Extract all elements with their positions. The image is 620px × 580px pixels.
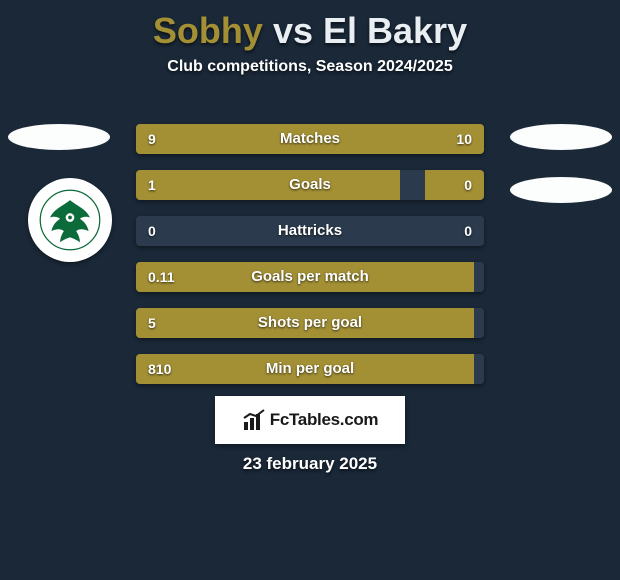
stat-row: 5Shots per goal (136, 308, 484, 338)
player2-oval (510, 124, 612, 150)
vs-label: vs (273, 10, 313, 51)
player1-oval (8, 124, 110, 150)
club-badge (28, 178, 112, 262)
stat-row: 0.11Goals per match (136, 262, 484, 292)
stat-label: Shots per goal (136, 308, 484, 338)
stats-bars: 910Matches 10Goals 00Hattricks 0.11Goals pe… (136, 124, 484, 400)
stat-row: 00Hattricks (136, 216, 484, 246)
chart-icon (242, 408, 266, 432)
branding-box: FcTables.com (215, 396, 405, 444)
stat-label: Matches (136, 124, 484, 154)
page-title: Sobhy vs El Bakry (0, 0, 620, 52)
stat-label: Goals (136, 170, 484, 200)
stat-row: 810Min per goal (136, 354, 484, 384)
player2-oval-2 (510, 177, 612, 203)
stat-row: 10Goals (136, 170, 484, 200)
date-label: 23 february 2025 (0, 454, 620, 474)
player1-name: Sobhy (153, 10, 263, 51)
stat-row: 910Matches (136, 124, 484, 154)
eagle-icon (39, 189, 101, 251)
stat-label: Min per goal (136, 354, 484, 384)
player2-name: El Bakry (323, 10, 467, 51)
branding-text: FcTables.com (270, 410, 379, 430)
stat-label: Hattricks (136, 216, 484, 246)
page-subtitle: Club competitions, Season 2024/2025 (0, 58, 620, 76)
stat-label: Goals per match (136, 262, 484, 292)
